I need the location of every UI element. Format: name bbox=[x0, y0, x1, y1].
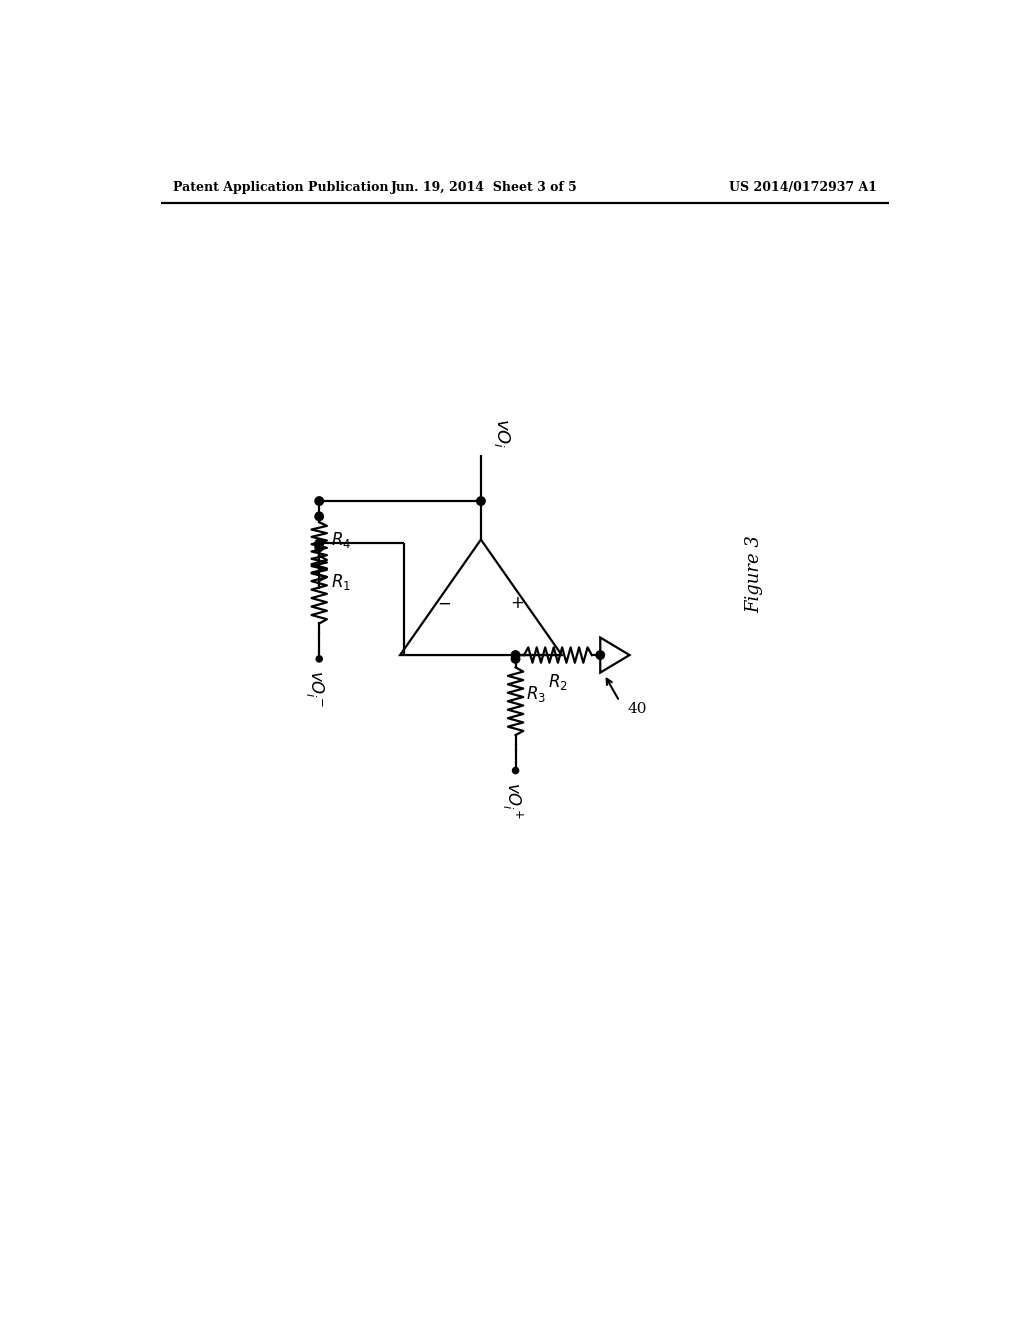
Circle shape bbox=[315, 512, 324, 520]
Text: $vO_i^+$: $vO_i^+$ bbox=[500, 781, 524, 818]
Text: Patent Application Publication: Patent Application Publication bbox=[173, 181, 388, 194]
Text: Jun. 19, 2014  Sheet 3 of 5: Jun. 19, 2014 Sheet 3 of 5 bbox=[391, 181, 579, 194]
Text: $+$: $+$ bbox=[510, 594, 524, 612]
Text: $R_3$: $R_3$ bbox=[526, 684, 547, 704]
Text: 40: 40 bbox=[628, 702, 647, 715]
Text: US 2014/0172937 A1: US 2014/0172937 A1 bbox=[729, 181, 878, 194]
Text: $vO_i^-$: $vO_i^-$ bbox=[304, 671, 327, 708]
Circle shape bbox=[315, 539, 324, 548]
Circle shape bbox=[596, 651, 604, 659]
Circle shape bbox=[511, 655, 520, 663]
Text: $-$: $-$ bbox=[437, 594, 452, 612]
Text: $R_1$: $R_1$ bbox=[331, 572, 350, 591]
Circle shape bbox=[315, 496, 324, 506]
Circle shape bbox=[511, 651, 520, 659]
Circle shape bbox=[477, 496, 485, 506]
Text: $vO_i$: $vO_i$ bbox=[493, 418, 512, 449]
Text: Figure 3: Figure 3 bbox=[745, 536, 763, 612]
Circle shape bbox=[316, 656, 323, 663]
Circle shape bbox=[315, 543, 324, 552]
Text: $R_4$: $R_4$ bbox=[331, 529, 351, 550]
Text: $R_2$: $R_2$ bbox=[548, 672, 568, 692]
Circle shape bbox=[512, 767, 518, 774]
